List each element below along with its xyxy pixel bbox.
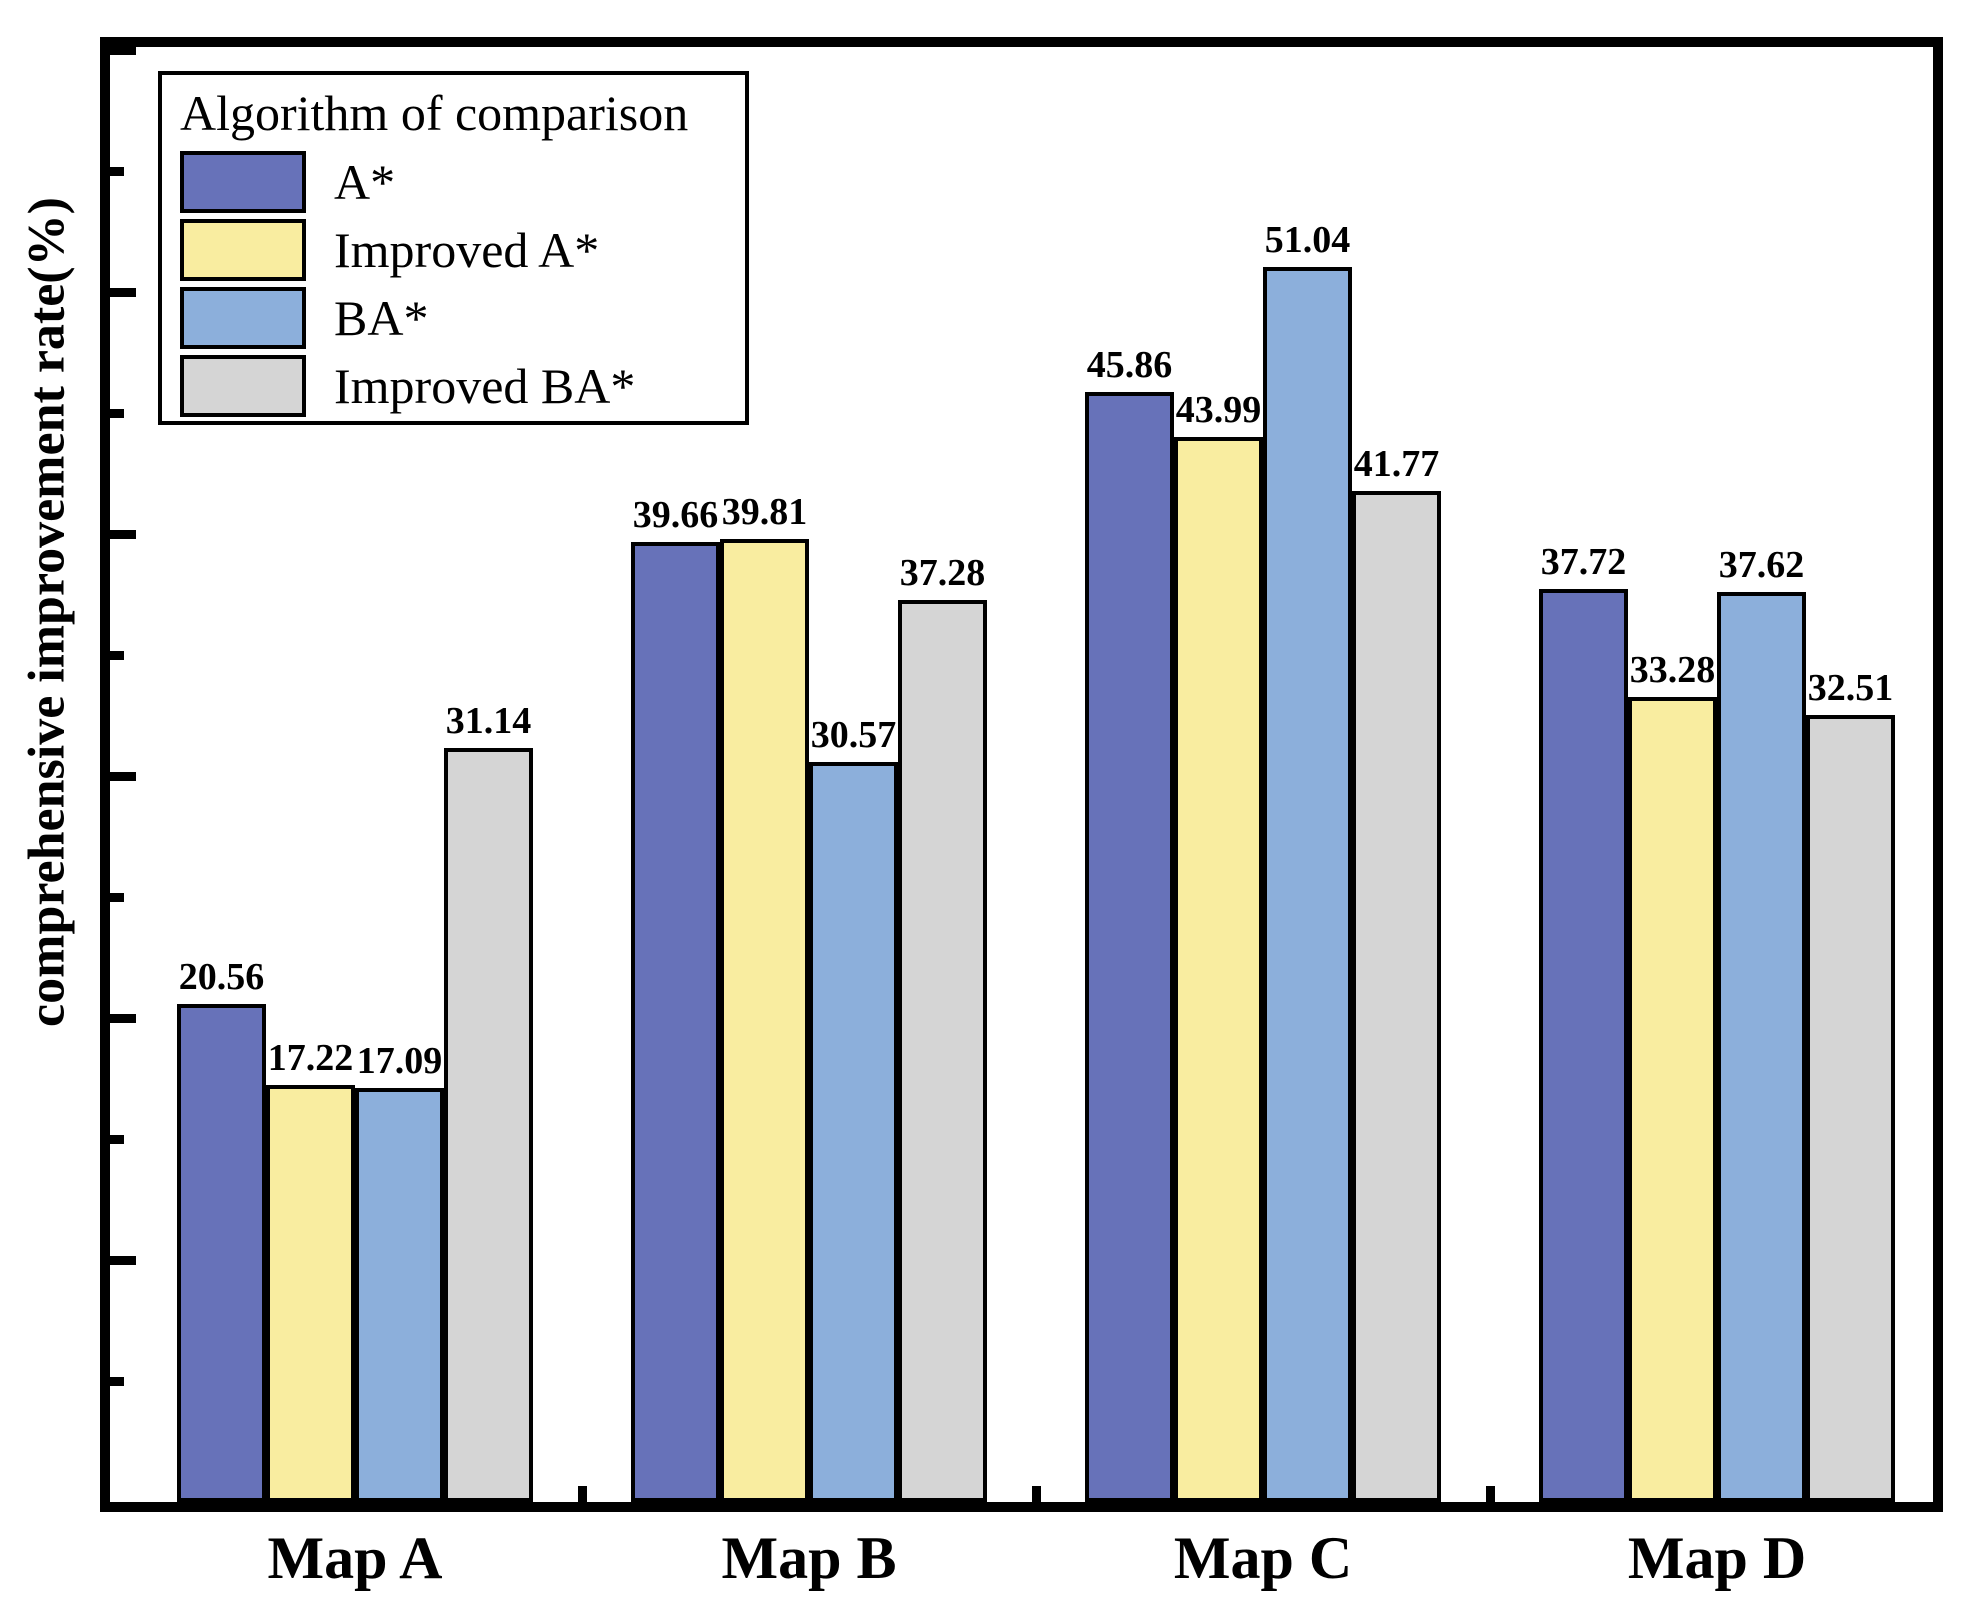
x-minor-tick: [1485, 1486, 1495, 1502]
bar-value-label: 43.99: [1175, 389, 1262, 432]
y-minor-tick: [110, 408, 124, 418]
legend-entries: A* Improved A* BA* Improved BA*: [180, 151, 745, 417]
legend-swatch-1: [180, 219, 306, 281]
y-minor-tick: [110, 1376, 124, 1386]
legend-entry-1: Improved A*: [180, 219, 745, 281]
bar-map-a-series-1: [266, 1085, 355, 1502]
y-minor-tick: [110, 166, 124, 176]
legend-title: Algorithm of comparison: [180, 85, 689, 141]
bar-value-label: 45.86: [1086, 344, 1173, 387]
y-major-tick: [110, 529, 136, 539]
bar-value-label: 30.57: [810, 714, 897, 757]
bar-map-a-series-2: [355, 1088, 444, 1502]
bar-map-c-series-3: [1352, 491, 1441, 1502]
category-label-map-c: Map C: [1173, 1525, 1353, 1591]
y-major-tick: [110, 771, 136, 781]
bar-value-label: 37.62: [1718, 543, 1805, 586]
legend-label-1: Improved A*: [334, 222, 600, 278]
bar-map-a-series-3: [444, 748, 533, 1502]
bar-value-label: 17.22: [267, 1037, 354, 1080]
bar-map-d-series-1: [1628, 696, 1717, 1502]
x-minor-tick: [1031, 1486, 1041, 1502]
bar-map-b-series-2: [809, 762, 898, 1502]
bar-value-label: 20.56: [178, 956, 265, 999]
bar-map-b-series-1: [720, 538, 809, 1502]
bar-value-label: 39.81: [721, 490, 808, 533]
legend-label-2: BA*: [334, 290, 429, 346]
y-major-tick: [110, 45, 136, 55]
bar-map-d-series-2: [1717, 591, 1806, 1502]
bar-map-d-series-3: [1806, 715, 1895, 1502]
legend-entry-3: Improved BA*: [180, 355, 745, 417]
bar-map-b-series-3: [898, 599, 987, 1502]
y-minor-tick: [110, 650, 124, 660]
legend-label-3: Improved BA*: [334, 358, 636, 414]
bar-value-label: 32.51: [1807, 667, 1894, 710]
bar-value-label: 33.28: [1629, 648, 1716, 691]
bar-value-label: 31.14: [445, 700, 532, 743]
legend-entry-0: A*: [180, 151, 745, 213]
bar-value-label: 51.04: [1264, 218, 1351, 261]
plot-area: 20.56 17.22 17.09 31.14 39.66 39.81 30.57 37.28…: [110, 45, 1933, 1502]
y-major-tick: [110, 1013, 136, 1023]
y-major-tick: [110, 1255, 136, 1265]
bar-value-label: 41.77: [1353, 443, 1440, 486]
category-label-map-a: Map A: [267, 1525, 443, 1591]
bar-map-a-series-0: [177, 1004, 266, 1502]
x-minor-tick: [577, 1486, 587, 1502]
bar-map-c-series-1: [1174, 437, 1263, 1502]
bar-map-c-series-2: [1263, 266, 1352, 1502]
legend-entry-2: BA*: [180, 287, 745, 349]
y-axis-label: comprehensive improvement rate(%): [18, 197, 76, 1027]
y-minor-tick: [110, 892, 124, 902]
bar-value-label: 17.09: [356, 1040, 443, 1083]
bar-map-d-series-0: [1539, 589, 1628, 1502]
legend-swatch-0: [180, 151, 306, 213]
bar-map-b-series-0: [631, 542, 720, 1502]
legend-swatch-3: [180, 355, 306, 417]
legend-swatch-2: [180, 287, 306, 349]
category-label-map-d: Map D: [1627, 1525, 1807, 1591]
y-minor-tick: [110, 1134, 124, 1144]
bar-value-label: 39.66: [632, 494, 719, 537]
legend-box: Algorithm of comparison A* Improved A* BA*…: [158, 71, 749, 425]
bar-value-label: 37.28: [899, 551, 986, 594]
legend-label-0: A*: [334, 154, 396, 210]
y-major-tick: [110, 287, 136, 297]
bar-map-c-series-0: [1085, 392, 1174, 1502]
category-label-map-b: Map B: [721, 1525, 897, 1591]
bar-value-label: 37.72: [1540, 541, 1627, 584]
